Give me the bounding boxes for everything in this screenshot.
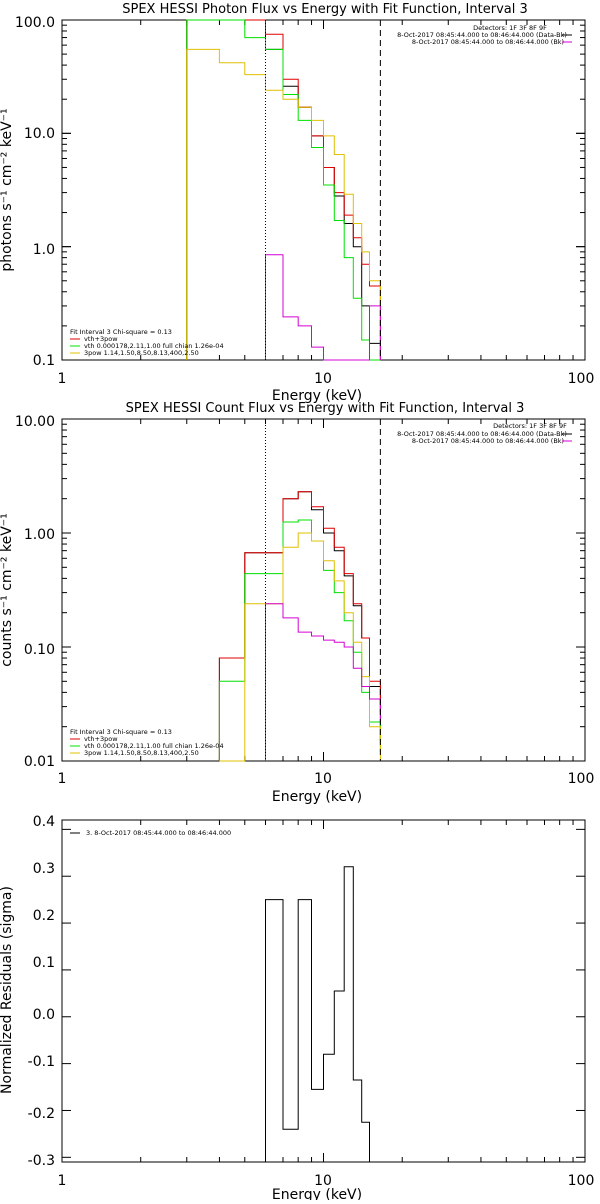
count-detectors-text: Detectors: 1F 3F 8F 9F: [493, 422, 567, 430]
resid-xlabel: Energy (keV): [272, 1187, 362, 1200]
resid-ytick-0.0: 0.0: [33, 1007, 55, 1023]
photon-ytick-0.1: 0.1: [33, 353, 55, 369]
count-vth-params: vth 0.000178,2.11,1.00 full chian 1.26e-…: [84, 742, 224, 750]
count-xlabel: Energy (keV): [272, 789, 362, 805]
photon-panel-title: SPEX HESSI Photon Flux vs Energy with Fi…: [122, 2, 528, 17]
count-fit-interval: Fit Interval 3 Chi-square = 0.13: [70, 728, 172, 736]
resid-ytick-0.1: 0.1: [33, 955, 55, 971]
photon-tick-marks: [61, 19, 586, 361]
residuals-tick-marks: [61, 820, 586, 1162]
photon-series-data-bk: [186, 19, 381, 360]
resid-ytick-m0.1: -0.1: [28, 1054, 55, 1070]
photon-3pow-params: 3pow 1.14,1.50,8.50,8.13,400,2.50: [84, 349, 199, 357]
resid-ytick-0.3: 0.3: [33, 861, 55, 877]
photon-detectors-text: Detectors: 1F 3F 8F 9F: [473, 24, 547, 32]
count-series-data-bk: [218, 491, 381, 761]
residuals-series-group: [265, 866, 381, 1163]
count-series-bk: [265, 603, 381, 761]
count-fit-name: vth+3pow: [84, 735, 118, 743]
count-panel-title: SPEX HESSI Count Flux vs Energy with Fit…: [126, 401, 525, 416]
photon-plot-frame: [61, 19, 586, 361]
photon-ytick-1: 1.0: [33, 242, 55, 258]
photon-interval-bk: 8-Oct-2017 08:45:44.000 to 08:46:44.000 …: [412, 38, 564, 46]
photon-ytick-100: 100.0: [15, 15, 55, 31]
count-series-vth-3pow: [218, 491, 381, 761]
count-xtick-1: 1: [58, 771, 67, 787]
resid-ylabel: Normalized Residuals (sigma): [0, 886, 15, 1094]
count-series-3pow: [219, 532, 381, 762]
count-vlines: [264, 419, 381, 761]
count-ylabel: counts s⁻¹ cm⁻² keV⁻¹: [0, 513, 15, 667]
photon-series-vth: [186, 19, 381, 361]
photon-xtick-100: 100: [568, 371, 595, 387]
photon-series-vth-3pow: [186, 19, 381, 360]
photon-fit-name: vth+3pow: [84, 335, 118, 343]
photon-ytick-10: 10.0: [24, 126, 55, 142]
resid-xtick-100: 100: [568, 1173, 595, 1189]
count-ytick-1: 1.00: [24, 527, 55, 543]
count-ytick-10: 10.00: [15, 414, 55, 430]
count-series-group: [218, 491, 381, 762]
residuals-plot-frame: [61, 819, 586, 1163]
count-xtick-100: 100: [568, 771, 595, 787]
photon-flux-panel: SPEX HESSI Photon Flux vs Energy with Fi…: [0, 2, 594, 404]
resid-ytick-m0.2: -0.2: [28, 1106, 55, 1122]
count-flux-panel: SPEX HESSI Count Flux vs Energy with Fit…: [0, 401, 594, 805]
photon-xlabel: Energy (keV): [272, 388, 362, 404]
photon-vlines: [264, 20, 381, 360]
resid-series: [265, 866, 381, 1163]
photon-interval-databk: 8-Oct-2017 08:45:44.000 to 08:46:44.000 …: [397, 31, 567, 39]
photon-series-bk: [265, 254, 381, 361]
photon-ylabel: photons s⁻¹ cm⁻² keV⁻¹: [0, 108, 15, 271]
photon-xtick-1: 1: [58, 371, 67, 387]
photon-series-3pow: [186, 48, 381, 360]
resid-xtick-1: 1: [58, 1173, 67, 1189]
count-3pow-params: 3pow 1.14,1.50,8.50,8.13,400,2.50: [84, 749, 199, 757]
residuals-panel: 0.4 0.3 0.2 0.1 0.0 -0.1 -0.2 -0.3 1 10 …: [0, 814, 595, 1203]
resid-legend-text: 3. 8-Oct-2017 08:45:44.000 to 08:46:44.0…: [86, 829, 231, 837]
photon-xtick-10: 10: [314, 371, 332, 387]
count-series-vth: [218, 519, 381, 761]
resid-ytick-m0.3: -0.3: [28, 1153, 55, 1169]
resid-xtick-10: 10: [314, 1173, 332, 1189]
photon-series-group: [186, 19, 381, 361]
count-plot-frame: [61, 418, 586, 762]
count-xtick-10: 10: [314, 771, 332, 787]
count-interval-bk: 8-Oct-2017 08:45:44.000 to 08:46:44.000 …: [412, 437, 564, 445]
count-ytick-0.1: 0.10: [24, 642, 55, 658]
count-interval-databk: 8-Oct-2017 08:45:44.000 to 08:46:44.000 …: [397, 430, 567, 438]
photon-vth-params: vth 0.000178,2.11,1.00 full chian 1.26e-…: [84, 342, 224, 350]
count-ytick-0.01: 0.01: [24, 754, 55, 770]
resid-ytick-0.4: 0.4: [33, 814, 55, 830]
resid-ytick-0.2: 0.2: [33, 908, 55, 924]
count-tick-marks: [61, 418, 586, 762]
photon-fit-interval: Fit Interval 3 Chi-square = 0.13: [70, 328, 172, 336]
